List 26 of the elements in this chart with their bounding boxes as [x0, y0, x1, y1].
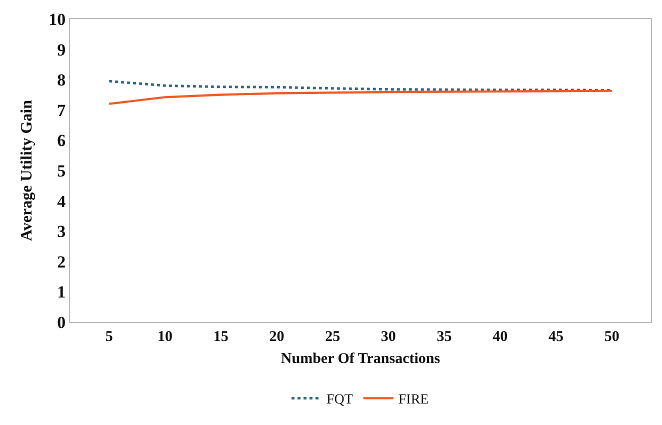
x-tick-label: 45: [548, 329, 564, 345]
x-axis-title: Number Of Transactions: [280, 351, 440, 367]
x-tick-label: 15: [213, 329, 228, 345]
line-series: [108, 90, 613, 105]
x-tick-label: 10: [157, 329, 172, 345]
x-tick-label: 30: [380, 329, 396, 345]
legend-label: FIRE: [398, 392, 429, 408]
y-tick-label: 8: [57, 70, 66, 90]
y-tick-label: 2: [57, 252, 66, 272]
y-tick-label: 10: [48, 10, 66, 29]
y-tick-label: 5: [57, 161, 66, 180]
y-tick-label: 3: [57, 222, 66, 242]
x-tick-label: 40: [492, 329, 508, 345]
x-tick-label: 25: [325, 329, 340, 345]
y-tick-label: 0: [57, 312, 66, 332]
x-tick-label: 50: [604, 329, 620, 345]
y-tick-label: 1: [57, 282, 66, 302]
y-tick-label: 6: [57, 131, 66, 150]
x-tick-label: 35: [436, 329, 452, 345]
y-axis-title: Average Utility Gain: [18, 100, 36, 242]
y-tick-label: 4: [57, 192, 66, 211]
x-tick-label: 5: [105, 329, 113, 345]
y-tick-label: 9: [57, 40, 66, 60]
y-tick-label: 7: [57, 100, 66, 120]
legend-label: FQT: [326, 392, 354, 408]
x-tick-label: 20: [269, 329, 284, 345]
